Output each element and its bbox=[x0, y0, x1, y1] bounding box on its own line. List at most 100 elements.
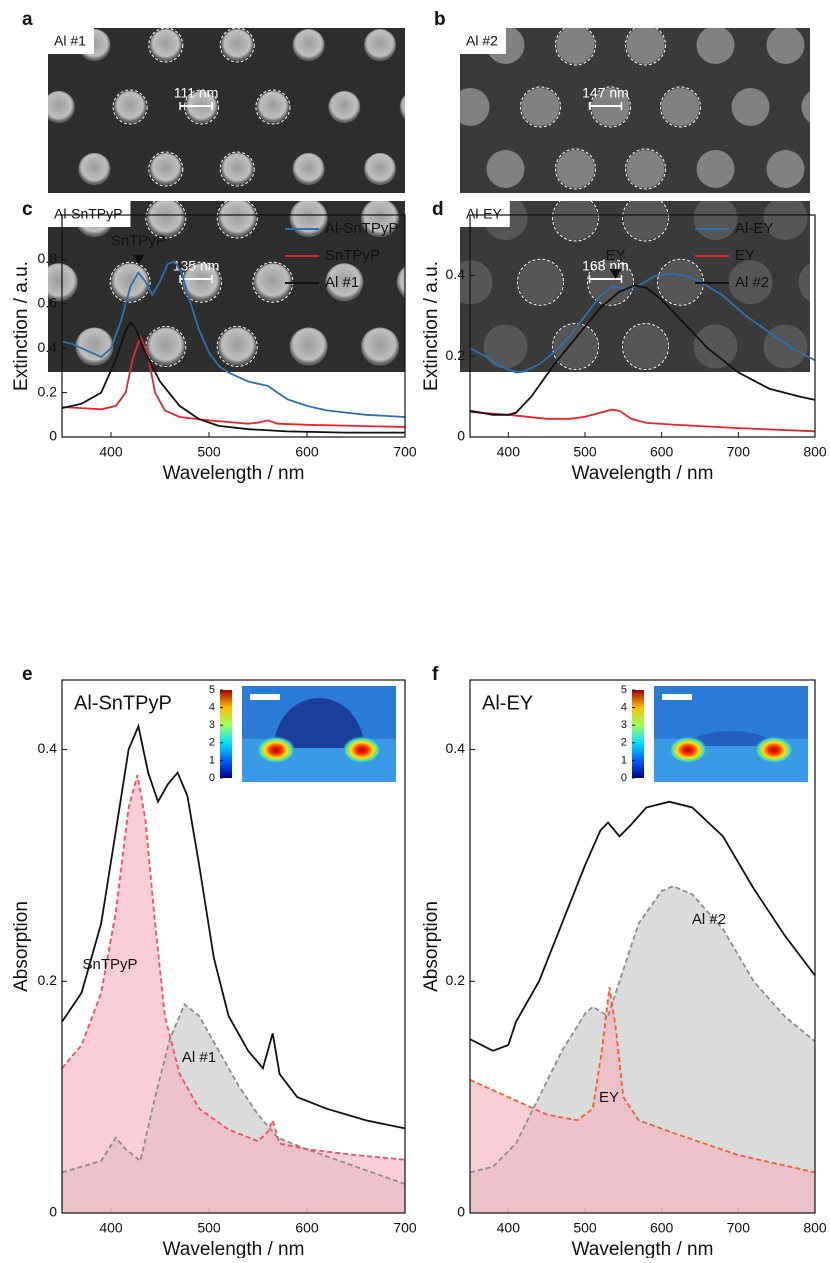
nanoparticle bbox=[221, 153, 253, 185]
y-tick-label: 0.4 bbox=[446, 740, 466, 756]
nanoparticle bbox=[557, 26, 595, 64]
nanoparticle bbox=[452, 88, 490, 126]
sem-content: 111 nm Al #1 bbox=[0, 28, 467, 193]
colorbar-label: 5 bbox=[209, 684, 215, 696]
nanoparticle bbox=[484, 325, 528, 369]
y-axis-title: Extinction / a.u. bbox=[11, 261, 32, 391]
nanoparticle bbox=[732, 88, 770, 126]
nanoparticle bbox=[624, 196, 668, 240]
x-axis-title: Wavelength / nm bbox=[163, 463, 305, 484]
nanoparticle bbox=[519, 260, 563, 304]
nanoparticle bbox=[221, 29, 253, 61]
chart-title: Al-SnTPyP bbox=[74, 692, 172, 714]
y-tick-label: 0.4 bbox=[446, 266, 466, 282]
nanoparticle bbox=[764, 325, 808, 369]
y-tick-label: 0.2 bbox=[38, 972, 58, 988]
x-axis-title: Wavelength / nm bbox=[163, 1239, 305, 1258]
nanoparticle bbox=[697, 150, 735, 188]
y-tick-label: 0.8 bbox=[38, 250, 58, 266]
nanoparticle bbox=[218, 328, 256, 366]
series-line bbox=[470, 410, 815, 432]
scale-label: 111 nm bbox=[174, 85, 219, 101]
nanoparticle bbox=[257, 91, 289, 123]
nanoparticle bbox=[417, 150, 455, 188]
chart-title: Al-EY bbox=[482, 692, 533, 714]
nanoparticle bbox=[150, 153, 182, 185]
series-label: Al #2 bbox=[692, 911, 726, 928]
legend-label: Al #1 bbox=[325, 274, 359, 291]
nanoparticle bbox=[7, 29, 39, 61]
x-tick-label: 400 bbox=[99, 444, 123, 460]
nanoparticle bbox=[150, 29, 182, 61]
colorbar-label: 0 bbox=[209, 772, 215, 784]
x-tick-label: 600 bbox=[650, 444, 674, 460]
annotation: SnTPyP bbox=[111, 233, 166, 250]
colorbar-label: 4 bbox=[209, 702, 215, 714]
image-label: Al #2 bbox=[466, 33, 498, 49]
hotspot bbox=[256, 736, 296, 764]
x-axis-title: Wavelength / nm bbox=[572, 1239, 714, 1258]
x-tick-label: 400 bbox=[497, 1220, 521, 1236]
legend-label: Al #2 bbox=[735, 274, 769, 291]
nanoparticle bbox=[361, 328, 399, 366]
nanoparticle bbox=[627, 150, 665, 188]
nanoparticle bbox=[694, 196, 738, 240]
hotspot bbox=[668, 736, 708, 764]
colorbar-label: 0 bbox=[621, 772, 627, 784]
x-tick-label: 400 bbox=[99, 1220, 123, 1236]
image-label: Al-EY bbox=[466, 206, 502, 222]
nanoparticle bbox=[114, 91, 146, 123]
x-tick-label: 800 bbox=[803, 1220, 827, 1236]
y-tick-label: 0 bbox=[457, 1204, 465, 1220]
y-tick-label: 0.4 bbox=[38, 740, 58, 756]
image-label: Al #1 bbox=[54, 33, 86, 49]
nanoparticle bbox=[147, 328, 185, 366]
legend-label: EY bbox=[735, 247, 755, 264]
x-axis-title: Wavelength / nm bbox=[572, 463, 714, 484]
colorbar-label: 3 bbox=[209, 719, 215, 731]
nanoparticle bbox=[293, 153, 325, 185]
nanoparticle bbox=[290, 199, 328, 237]
annotation: EY bbox=[606, 247, 626, 264]
nanoparticle bbox=[694, 325, 738, 369]
nanoparticle bbox=[364, 29, 396, 61]
nanoparticle bbox=[627, 26, 665, 64]
nanoparticle bbox=[364, 153, 396, 185]
series-label: Al #1 bbox=[182, 1049, 216, 1066]
scale-bar bbox=[250, 694, 280, 700]
nanoparticle bbox=[43, 91, 75, 123]
legend-label: Al-SnTPyP bbox=[325, 220, 398, 237]
x-tick-label: 700 bbox=[393, 444, 417, 460]
nanoparticle bbox=[78, 153, 110, 185]
nanoparticle bbox=[0, 91, 3, 123]
sem-image: 147 nm Al #2 bbox=[382, 25, 830, 193]
colorbar bbox=[632, 690, 644, 778]
nanoparticle bbox=[7, 153, 39, 185]
panel-label: d bbox=[432, 199, 444, 220]
nanoparticle bbox=[487, 150, 525, 188]
hotspot bbox=[754, 736, 794, 764]
colorbar-label: 3 bbox=[621, 719, 627, 731]
x-tick-label: 500 bbox=[573, 444, 597, 460]
colorbar-label: 2 bbox=[621, 737, 627, 749]
x-tick-label: 600 bbox=[295, 1220, 319, 1236]
colorbar bbox=[220, 690, 232, 778]
image-label: Al-SnTPyP bbox=[54, 206, 122, 222]
nanoparticle bbox=[767, 26, 805, 64]
legend-label: SnTPyP bbox=[325, 247, 380, 264]
scale-label: 147 nm bbox=[582, 85, 629, 101]
y-tick-label: 0.2 bbox=[38, 383, 58, 399]
y-tick-label: 0.4 bbox=[38, 339, 58, 355]
sem-image: 111 nm Al #1 bbox=[0, 28, 467, 193]
x-tick-label: 800 bbox=[803, 444, 827, 460]
x-tick-label: 500 bbox=[573, 1220, 597, 1236]
nanoparticle bbox=[290, 328, 328, 366]
x-tick-label: 400 bbox=[497, 444, 521, 460]
x-tick-label: 600 bbox=[650, 1220, 674, 1236]
scale-bar bbox=[662, 694, 692, 700]
y-axis-title: Extinction / a.u. bbox=[421, 261, 442, 391]
x-tick-label: 500 bbox=[197, 1220, 221, 1236]
